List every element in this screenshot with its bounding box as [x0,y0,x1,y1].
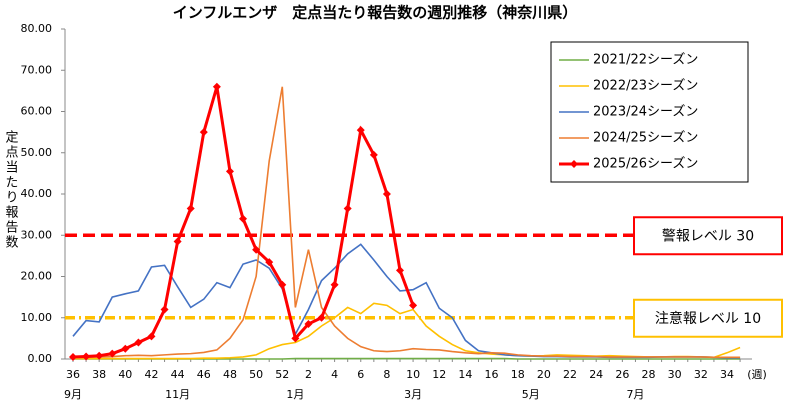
marker [212,82,221,91]
marker [291,334,300,343]
month-label: 9月 [64,388,82,401]
x-tick-label: 38 [92,368,106,381]
month-label: 1月 [286,388,304,401]
x-tick-label: 28 [642,368,656,381]
x-tick-label: 52 [275,368,289,381]
y-axis-label: 定点当たり報告数 [3,130,19,250]
marker [252,245,261,254]
reference-label-box [633,298,783,338]
marker [343,204,352,213]
x-tick-label: 36 [66,368,80,381]
marker [382,190,391,198]
y-tick-label: 60.00 [21,105,53,118]
marker [304,319,313,328]
y-tick-label: 10.00 [21,311,53,324]
reference-label: 注意報レベル 10 [655,310,761,327]
x-tick-label: 14 [458,368,472,381]
chart-title: インフルエンザ 定点当たり報告数の週別推移（神奈川県） [173,4,578,22]
marker [330,280,339,289]
marker [95,351,104,360]
reference-label: 警報レベル 30 [662,228,754,244]
marker [265,258,274,267]
month-label: 5月 [522,388,540,401]
reference-label-box [633,216,783,256]
marker [69,352,77,361]
legend-marker [570,160,578,168]
marker [160,305,169,314]
legend-label: 2021/22シーズン [593,52,698,68]
x-tick-label: 50 [249,368,263,381]
y-tick-label: 40.00 [21,187,53,200]
y-tick-label: 80.00 [21,22,53,35]
x-tick-label: 2 [305,368,312,381]
x-tick-label: 44 [171,368,185,381]
month-label: 3月 [404,388,422,401]
legend-label: 2022/23シーズン [593,78,698,94]
marker [278,280,287,289]
x-axis-unit: (週) [747,368,767,381]
x-tick-label: 10 [406,368,420,381]
marker [173,237,182,246]
legend-label: 2023/24シーズン [593,104,698,120]
x-tick-label: 22 [563,368,577,381]
x-tick-label: 40 [118,368,132,381]
marker [186,204,195,213]
x-tick-label: 30 [668,368,682,381]
x-tick-label: 24 [589,368,603,381]
y-tick-label: 0.00 [28,352,53,365]
legend-label: 2024/25シーズン [593,130,698,146]
x-tick-label: 12 [432,368,446,381]
marker [239,214,248,223]
series-line [72,86,741,359]
marker [356,126,365,135]
month-label: 7月 [626,388,644,401]
marker [134,338,143,347]
x-tick-label: 48 [223,368,237,381]
marker [121,344,130,353]
marker [409,301,418,310]
marker [369,150,378,159]
x-tick-label: 4 [331,368,338,381]
marker [396,266,404,275]
y-tick-label: 30.00 [21,228,53,241]
x-tick-label: 6 [357,368,364,381]
x-tick-label: 8 [383,368,390,381]
marker [317,313,326,322]
x-tick-label: 32 [694,368,708,381]
x-tick-label: 26 [615,368,629,381]
x-tick-label: 46 [197,368,211,381]
marker [199,128,208,137]
x-tick-label: 42 [144,368,158,381]
x-tick-label: 34 [720,368,734,381]
y-tick-label: 20.00 [21,270,53,283]
marker [82,352,91,361]
marker [225,167,234,176]
month-label: 11月 [165,388,190,401]
marker [108,349,117,358]
x-tick-label: 20 [537,368,551,381]
x-tick-label: 18 [511,368,525,381]
legend-label: 2025/26シーズン [593,156,698,172]
x-tick-label: 16 [485,368,499,381]
y-tick-label: 50.00 [21,146,53,159]
y-tick-label: 70.00 [21,63,53,76]
marker [147,332,156,341]
